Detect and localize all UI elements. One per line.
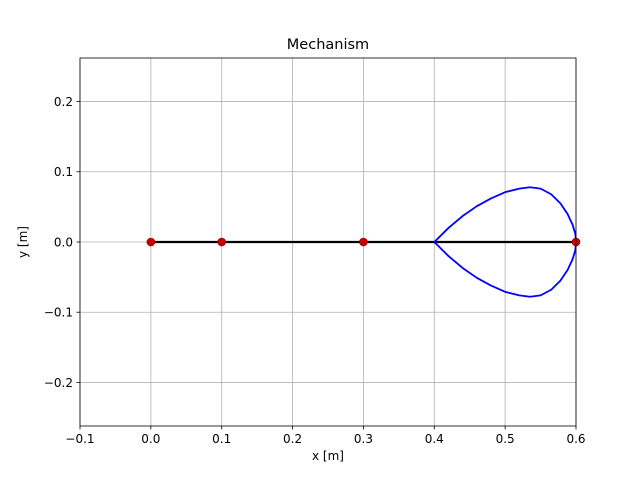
tick-layer: −0.1 0.0 0.1 0.2 0.3 0.4 0.5 0.6 −0.2 −0.1 0.0 0.1 0… — [44, 95, 586, 446]
x-tick-label: 0.5 — [496, 432, 515, 446]
axes-frame — [79, 57, 577, 427]
x-tick-label: 0.2 — [283, 432, 302, 446]
joint-marker — [217, 237, 227, 247]
y-tick-label: 0.2 — [54, 95, 73, 109]
x-tick-label: 0.6 — [566, 432, 585, 446]
x-axis-title: x [m] — [312, 449, 344, 463]
joint-marker — [146, 237, 156, 247]
joint-marker — [359, 237, 368, 247]
y-axis-title: y [m] — [16, 226, 30, 258]
y-tick-label: 0.1 — [54, 165, 73, 179]
y-tick-label: 0.0 — [54, 235, 73, 249]
chart-title: Mechanism — [287, 37, 369, 53]
y-tick-label: −0.1 — [44, 306, 73, 320]
x-tick-label: 0.1 — [212, 432, 231, 446]
x-tick-label: −0.1 — [65, 432, 94, 446]
y-tick-label: −0.2 — [44, 376, 73, 390]
x-tick-label: 0.3 — [354, 432, 373, 446]
x-tick-label: 0.4 — [425, 432, 444, 446]
x-tick-label: 0.0 — [141, 432, 160, 446]
